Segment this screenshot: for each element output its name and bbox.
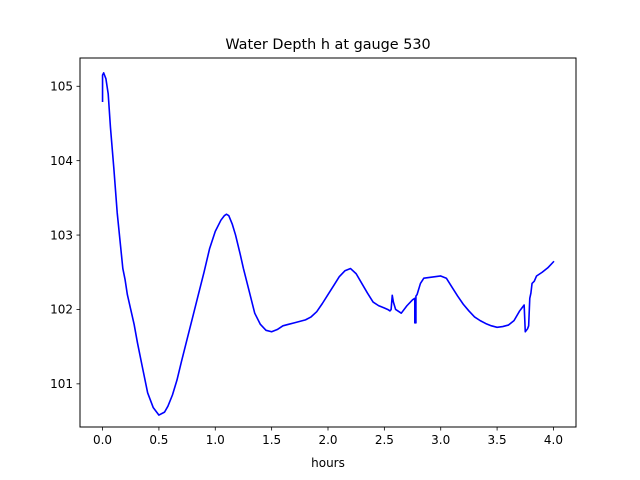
x-tick-label: 0.0 bbox=[93, 433, 112, 447]
x-tick-label: 1.0 bbox=[206, 433, 225, 447]
x-tick-label: 3.5 bbox=[488, 433, 507, 447]
series-line bbox=[101, 72, 555, 416]
x-axis-ticks: 0.0 0.5 1.0 1.5 2.0 2.5 3.0 3.5 4.0 bbox=[93, 427, 563, 447]
x-tick-label: 0.5 bbox=[149, 433, 168, 447]
x-axis-label: hours bbox=[311, 456, 345, 470]
x-tick-label: 1.5 bbox=[262, 433, 281, 447]
x-tick-label: 3.0 bbox=[431, 433, 450, 447]
plot-frame bbox=[79, 57, 577, 428]
y-tick-label: 105 bbox=[50, 79, 73, 93]
y-tick-label: 103 bbox=[50, 228, 73, 242]
y-tick-label: 104 bbox=[50, 154, 73, 168]
series-layer bbox=[101, 72, 555, 416]
x-tick-label: 2.0 bbox=[318, 433, 337, 447]
plot-area bbox=[80, 58, 576, 427]
y-axis-ticks: 101 102 103 104 105 bbox=[50, 79, 80, 391]
x-tick-label: 4.0 bbox=[544, 433, 563, 447]
x-tick-label: 2.5 bbox=[375, 433, 394, 447]
chart-title: Water Depth h at gauge 530 bbox=[225, 37, 430, 53]
y-tick-label: 102 bbox=[50, 303, 73, 317]
y-tick-label: 101 bbox=[50, 377, 73, 391]
